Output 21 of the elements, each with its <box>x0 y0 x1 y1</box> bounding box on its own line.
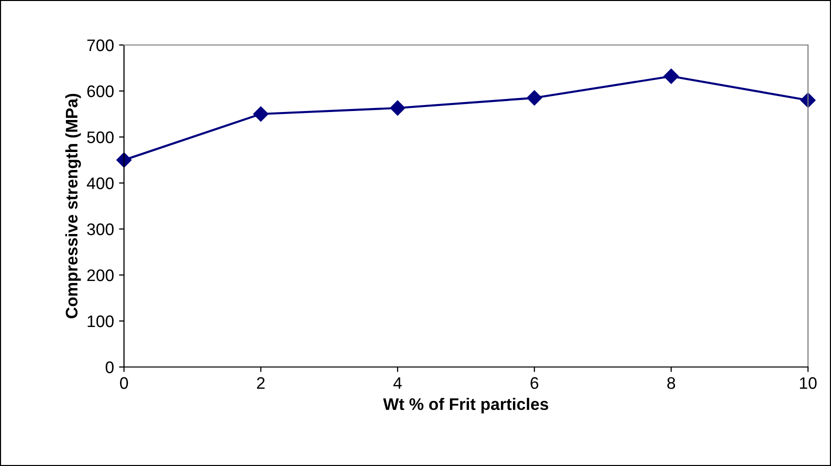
x-tick-label: 8 <box>667 377 676 389</box>
x-tick-label: 10 <box>800 377 817 389</box>
x-tick-label: 4 <box>393 377 402 389</box>
point <box>253 106 268 122</box>
x-tick-label: 6 <box>530 377 538 389</box>
y-tick-label: 500 <box>87 131 114 144</box>
point <box>664 68 679 84</box>
y-tick-label: 600 <box>87 85 114 98</box>
y-tick-label: 100 <box>88 315 114 328</box>
point <box>526 90 542 106</box>
y-tick-label: 0 <box>106 361 114 374</box>
y-axis-title: Compressive strength (MPa) <box>65 94 81 318</box>
point <box>800 92 816 108</box>
y-tick-label: 300 <box>87 223 114 236</box>
x-tick-label: 0 <box>120 377 128 389</box>
point <box>390 100 406 116</box>
y-tick-label: 200 <box>87 269 114 282</box>
y-tick-label: 400 <box>86 177 114 190</box>
x-axis-title: Wt % of Frit particles <box>383 398 548 414</box>
x-tick-label: 2 <box>257 377 265 389</box>
y-tick-label: 700 <box>87 39 114 52</box>
